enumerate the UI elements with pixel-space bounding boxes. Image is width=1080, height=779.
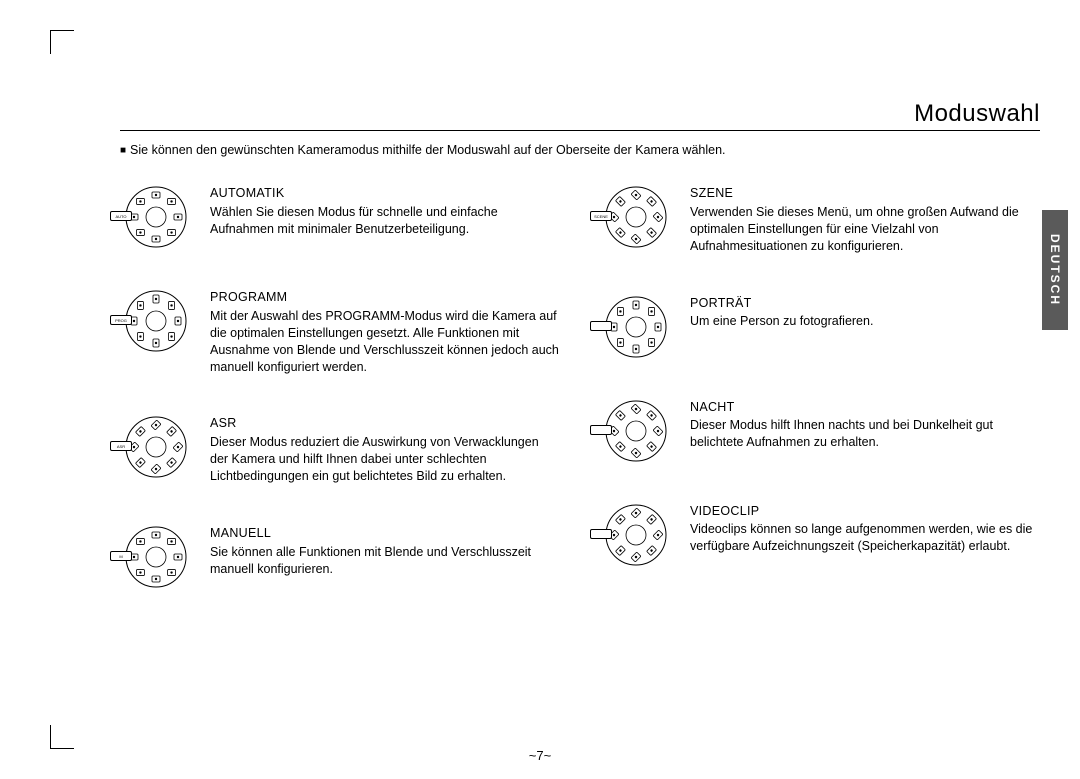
mode-text: AUTOMATIK Wählen Sie diesen Modus für sc… <box>210 185 560 238</box>
mode-dial-icon <box>604 399 668 463</box>
mode-body: Mit der Auswahl des PROGRAMM-Modus wird … <box>210 309 559 374</box>
mode-heading: VIDEOCLIP <box>690 503 1040 520</box>
mode-text: NACHT Dieser Modus hilft Ihnen nachts un… <box>690 399 1040 452</box>
page-number: ~7~ <box>0 748 1080 763</box>
mode-dial-icon <box>124 525 188 589</box>
mode-dial-icon <box>124 289 188 353</box>
mode-text: VIDEOCLIP Videoclips können so lange auf… <box>690 503 1040 556</box>
mode-dial-icon <box>604 503 668 567</box>
mode-entry: VIDEOCLIP Videoclips können so lange auf… <box>600 503 1040 567</box>
language-tab: DEUTSCH <box>1042 210 1068 330</box>
dial-pointer: SCENE <box>590 211 612 221</box>
mode-body: Videoclips können so lange aufgenommen w… <box>690 522 1032 553</box>
mode-body: Dieser Modus reduziert die Auswirkung vo… <box>210 435 539 483</box>
dial-wrap: PROG <box>120 289 192 353</box>
left-column: AUTO AUTOMATIK Wählen Sie diesen Modus f… <box>120 185 560 589</box>
dial-pointer: M <box>110 551 132 561</box>
mode-text: PROGRAMM Mit der Auswahl des PROGRAMM-Mo… <box>210 289 560 375</box>
mode-dial-icon <box>124 415 188 479</box>
mode-heading: AUTOMATIK <box>210 185 560 202</box>
mode-heading: PORTRÄT <box>690 295 1040 312</box>
dial-wrap <box>600 399 672 463</box>
mode-entry: M MANUELL Sie können alle Funktionen mit… <box>120 525 560 589</box>
dial-wrap: M <box>120 525 192 589</box>
page-title: Moduswahl <box>914 100 1040 127</box>
dial-wrap: AUTO <box>120 185 192 249</box>
mode-entry: PROG PROGRAMM Mit der Auswahl des PROGRA… <box>120 289 560 375</box>
dial-wrap: SCENE <box>600 185 672 249</box>
dial-pointer: PROG <box>110 315 132 325</box>
mode-entry: PORTRÄT Um eine Person zu fotografieren. <box>600 295 1040 359</box>
intro-text: ■ Sie können den gewünschten Kameramodus … <box>120 143 1040 157</box>
mode-text: ASR Dieser Modus reduziert die Auswirkun… <box>210 415 560 485</box>
mode-body: Verwenden Sie dieses Menü, um ohne große… <box>690 205 1019 253</box>
page-content: Moduswahl ■ Sie können den gewünschten Ka… <box>120 100 1040 749</box>
mode-dial-icon <box>604 295 668 359</box>
mode-heading: ASR <box>210 415 560 432</box>
dial-wrap: ASR <box>120 415 192 479</box>
dial-pointer <box>590 321 612 331</box>
mode-entry: SCENE SZENE Verwenden Sie dieses Menü, u… <box>600 185 1040 255</box>
dial-pointer: AUTO <box>110 211 132 221</box>
dial-pointer <box>590 425 612 435</box>
intro-body: Sie können den gewünschten Kameramodus m… <box>130 143 725 157</box>
mode-dial-icon <box>124 185 188 249</box>
mode-heading: MANUELL <box>210 525 560 542</box>
mode-body: Um eine Person zu fotografieren. <box>690 314 873 328</box>
mode-text: MANUELL Sie können alle Funktionen mit B… <box>210 525 560 578</box>
mode-entry: AUTO AUTOMATIK Wählen Sie diesen Modus f… <box>120 185 560 249</box>
title-row: Moduswahl <box>120 100 1040 131</box>
mode-body: Dieser Modus hilft Ihnen nachts und bei … <box>690 418 993 449</box>
mode-heading: NACHT <box>690 399 1040 416</box>
mode-body: Wählen Sie diesen Modus für schnelle und… <box>210 205 498 236</box>
bullet-icon: ■ <box>120 145 126 156</box>
mode-text: PORTRÄT Um eine Person zu fotografieren. <box>690 295 1040 331</box>
crop-mark-top-left <box>50 30 74 54</box>
dial-wrap <box>600 295 672 359</box>
mode-entry: NACHT Dieser Modus hilft Ihnen nachts un… <box>600 399 1040 463</box>
dial-wrap <box>600 503 672 567</box>
mode-columns: AUTO AUTOMATIK Wählen Sie diesen Modus f… <box>120 185 1040 589</box>
dial-pointer: ASR <box>110 441 132 451</box>
dial-pointer <box>590 529 612 539</box>
mode-text: SZENE Verwenden Sie dieses Menü, um ohne… <box>690 185 1040 255</box>
mode-heading: SZENE <box>690 185 1040 202</box>
mode-entry: ASR ASR Dieser Modus reduziert die Auswi… <box>120 415 560 485</box>
right-column: SCENE SZENE Verwenden Sie dieses Menü, u… <box>600 185 1040 589</box>
crop-mark-bottom-left <box>50 725 74 749</box>
mode-heading: PROGRAMM <box>210 289 560 306</box>
mode-body: Sie können alle Funktionen mit Blende un… <box>210 545 531 576</box>
mode-dial-icon <box>604 185 668 249</box>
